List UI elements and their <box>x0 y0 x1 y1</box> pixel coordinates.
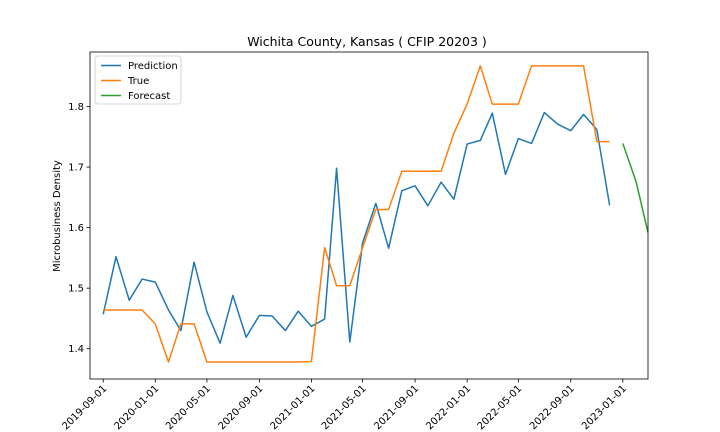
x-axis: 2019-09-01 2020-01-01 2020-05-01 2020-09-01… <box>60 379 629 432</box>
x-tick-label: 2022-09-01 <box>528 383 577 432</box>
plot-lines <box>102 65 649 363</box>
x-tick-label: 2021-05-01 <box>320 383 369 432</box>
legend-frame <box>94 55 182 105</box>
y-tick-label: 1.5 <box>68 284 84 295</box>
x-tick-label: 2022-05-01 <box>476 383 525 432</box>
x-tick-label: 2021-09-01 <box>372 383 421 432</box>
y-tick-label: 1.7 <box>68 163 84 174</box>
y-tick-label: 1.6 <box>68 223 84 234</box>
x-tick-label: 2020-01-01 <box>113 383 162 432</box>
legend-label-true: True <box>127 76 149 87</box>
x-tick-label: 2020-09-01 <box>217 383 266 432</box>
x-tick-label: 2022-01-01 <box>424 383 473 432</box>
legend-label-prediction: Prediction <box>128 61 178 72</box>
plot-frame <box>89 51 649 380</box>
series-line-forecast <box>622 143 649 233</box>
x-tick-label: 2023-01-01 <box>580 383 629 432</box>
series-line-true <box>103 65 610 363</box>
x-tick-label: 2019-09-01 <box>60 383 109 432</box>
legend: Prediction True Forecast <box>94 55 182 105</box>
legend-label-forecast: Forecast <box>128 91 170 102</box>
chart-title: Wichita County, Kansas ( CFIP 20203 ) <box>247 34 487 49</box>
series-line-prediction <box>102 111 611 345</box>
y-tick-label: 1.8 <box>68 102 84 113</box>
y-tick-label: 1.4 <box>68 344 84 355</box>
x-tick-label: 2021-01-01 <box>269 383 318 432</box>
x-tick-label: 2020-05-01 <box>164 383 213 432</box>
y-axis-label: Microbusiness Density <box>52 160 63 272</box>
y-axis: 1.4 1.5 1.6 1.7 1.8 <box>68 102 90 355</box>
